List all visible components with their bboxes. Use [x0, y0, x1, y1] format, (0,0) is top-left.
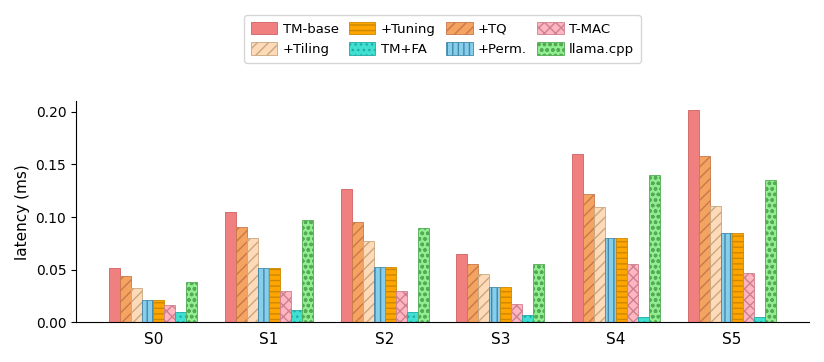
Bar [572, 154, 583, 322]
Bar [456, 254, 467, 322]
Bar [258, 268, 269, 322]
Bar [583, 194, 594, 322]
Bar [754, 317, 765, 322]
Bar [533, 264, 545, 322]
Bar [605, 238, 616, 322]
Bar [340, 189, 352, 322]
Bar [418, 228, 428, 322]
Bar [616, 238, 627, 322]
Y-axis label: latency (ms): latency (ms) [15, 164, 30, 260]
Bar [638, 317, 649, 322]
Bar [186, 282, 197, 322]
Bar [500, 286, 512, 322]
Bar [153, 300, 164, 322]
Bar [280, 291, 291, 322]
Bar [742, 273, 754, 322]
Bar [649, 175, 660, 322]
Bar [120, 276, 131, 322]
Bar [512, 304, 522, 322]
Bar [143, 300, 153, 322]
Legend: TM-base, +Tiling, +Tuning, TM+FA, +TQ, +Perm., T-MAC, llama.cpp: TM-base, +Tiling, +Tuning, TM+FA, +TQ, +… [244, 15, 641, 63]
Bar [765, 180, 775, 322]
Bar [236, 227, 247, 322]
Bar [131, 287, 143, 322]
Bar [164, 306, 176, 322]
Bar [269, 268, 280, 322]
Bar [291, 310, 302, 322]
Bar [407, 312, 418, 322]
Bar [467, 264, 479, 322]
Bar [110, 268, 120, 322]
Bar [225, 212, 236, 322]
Bar [627, 264, 638, 322]
Bar [709, 206, 721, 322]
Bar [396, 291, 407, 322]
Bar [594, 207, 605, 322]
Bar [247, 238, 258, 322]
Bar [489, 286, 500, 322]
Bar [363, 241, 373, 322]
Bar [688, 110, 699, 322]
Bar [385, 266, 396, 322]
Bar [176, 312, 186, 322]
Bar [522, 315, 533, 322]
Bar [732, 233, 742, 322]
Bar [302, 220, 313, 322]
Bar [721, 233, 732, 322]
Bar [699, 156, 709, 322]
Bar [479, 274, 489, 322]
Bar [373, 266, 385, 322]
Bar [352, 222, 363, 322]
